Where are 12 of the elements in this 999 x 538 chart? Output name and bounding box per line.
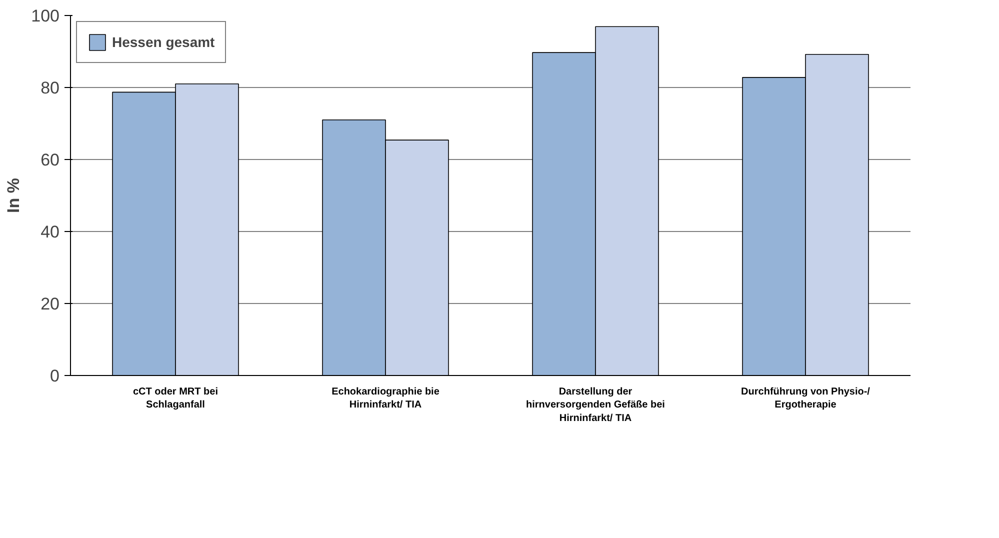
legend-label: Hessen gesamt xyxy=(112,34,215,50)
x-tick-label: cCT oder MRT bei Schlaganfall xyxy=(133,386,218,411)
y-tick-label: 80 xyxy=(40,78,60,98)
x-tick-label: Darstellung der hirnversorgenden Gefäße bei Hirninfarkt/ TIA xyxy=(526,386,666,424)
x-tick-label: Durchführung von Physio-/ Ergotherapie xyxy=(741,386,870,411)
y-tick-label: 60 xyxy=(40,150,60,170)
y-tick-label: 100 xyxy=(31,6,60,26)
y-tick-label: 40 xyxy=(40,222,60,242)
y-axis-title: In % xyxy=(4,178,24,213)
x-tick-label: Echokardiographie bie Hirninfarkt/ TIA xyxy=(332,386,440,411)
y-tick-label: 0 xyxy=(50,366,60,386)
y-tick-label: 20 xyxy=(40,294,60,314)
